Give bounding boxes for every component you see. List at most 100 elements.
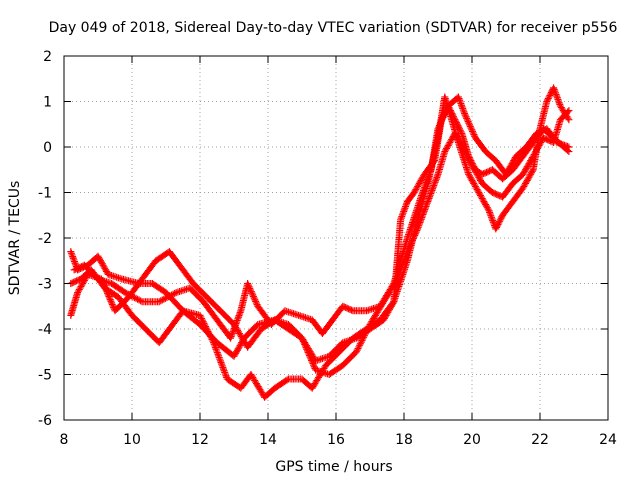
plus-marker <box>552 90 560 98</box>
plus-marker <box>506 163 514 171</box>
plus-marker <box>356 341 364 349</box>
plus-marker <box>203 326 211 334</box>
plus-marker <box>411 187 419 195</box>
plus-marker <box>389 299 397 307</box>
plus-marker <box>434 125 442 133</box>
plus-marker <box>403 199 411 207</box>
plus-marker <box>160 295 168 303</box>
plus-marker <box>76 284 84 292</box>
plus-marker <box>359 335 367 343</box>
plus-marker <box>466 123 474 131</box>
plus-marker <box>520 169 528 177</box>
plus-marker <box>302 344 310 352</box>
plus-marker <box>471 167 479 175</box>
plus-marker <box>456 96 464 104</box>
plus-marker <box>544 94 552 102</box>
plus-marker <box>456 125 464 133</box>
plus-marker <box>365 322 373 330</box>
plus-marker <box>457 101 465 109</box>
plus-marker <box>460 146 467 154</box>
plus-marker <box>221 370 229 378</box>
plus-marker <box>218 362 226 370</box>
plus-marker <box>109 302 117 310</box>
plus-marker <box>454 93 462 101</box>
plus-marker <box>438 115 446 123</box>
plus-marker <box>310 363 318 371</box>
plus-marker <box>250 294 258 302</box>
plus-marker <box>492 225 500 233</box>
plus-marker <box>459 105 467 113</box>
plus-marker <box>362 328 370 336</box>
plus-marker <box>306 353 314 361</box>
plus-marker <box>71 258 79 266</box>
plus-marker <box>210 340 218 348</box>
plus-marker <box>553 92 561 100</box>
plus-marker <box>440 112 448 120</box>
plus-marker <box>213 349 221 357</box>
plus-marker <box>478 195 486 203</box>
plus-marker <box>221 368 229 376</box>
plus-marker <box>67 249 75 257</box>
plus-marker <box>479 196 487 204</box>
plus-marker <box>158 296 166 304</box>
plus-marker <box>303 347 311 355</box>
plus-marker <box>307 355 315 363</box>
plus-marker <box>348 306 356 314</box>
plus-marker <box>208 335 216 343</box>
plus-marker <box>308 356 316 364</box>
plus-marker <box>467 124 475 132</box>
series-track-d <box>70 93 573 342</box>
plus-marker <box>465 119 473 127</box>
plus-marker <box>210 339 218 347</box>
plus-marker <box>397 216 405 224</box>
plus-marker <box>409 235 417 243</box>
plus-marker <box>438 117 446 125</box>
plus-marker <box>528 154 536 162</box>
plus-marker <box>104 291 112 299</box>
series-track-b <box>67 84 573 401</box>
plus-marker <box>485 207 493 215</box>
grid-layer <box>64 56 608 420</box>
plus-marker <box>447 137 455 145</box>
plus-marker <box>464 118 472 126</box>
plus-marker <box>530 151 538 159</box>
plus-marker <box>459 145 467 153</box>
plus-marker <box>508 160 516 168</box>
plus-marker <box>457 100 465 108</box>
plus-marker <box>357 338 365 346</box>
plus-marker <box>360 332 368 340</box>
plus-marker <box>469 178 477 186</box>
plus-marker <box>204 327 212 335</box>
plus-marker <box>439 113 447 121</box>
plus-marker <box>69 253 77 261</box>
plus-marker <box>402 201 410 209</box>
plus-marker <box>123 289 131 297</box>
plus-marker <box>230 352 238 360</box>
plus-marker <box>435 123 443 131</box>
plus-marker <box>414 181 422 189</box>
plus-marker <box>100 281 108 289</box>
plus-marker <box>476 175 484 183</box>
plus-marker <box>522 179 530 187</box>
plus-marker <box>213 347 221 355</box>
plus-marker <box>157 297 165 305</box>
plus-marker <box>436 120 444 128</box>
plus-marker <box>164 293 172 301</box>
plus-marker <box>565 107 573 115</box>
plus-marker <box>471 181 479 189</box>
plus-marker <box>106 294 114 302</box>
plus-marker <box>520 182 528 190</box>
plus-marker <box>483 204 491 212</box>
plus-marker <box>252 299 260 307</box>
plus-marker <box>97 257 105 265</box>
plus-marker <box>459 106 467 114</box>
plus-marker <box>444 141 452 149</box>
plus-marker <box>523 176 531 184</box>
plus-marker <box>496 217 504 225</box>
plus-marker <box>247 288 255 296</box>
plus-marker <box>526 158 534 166</box>
plus-marker <box>248 289 256 297</box>
plus-marker <box>555 97 563 105</box>
plus-marker <box>104 289 112 297</box>
plus-marker <box>108 300 116 308</box>
